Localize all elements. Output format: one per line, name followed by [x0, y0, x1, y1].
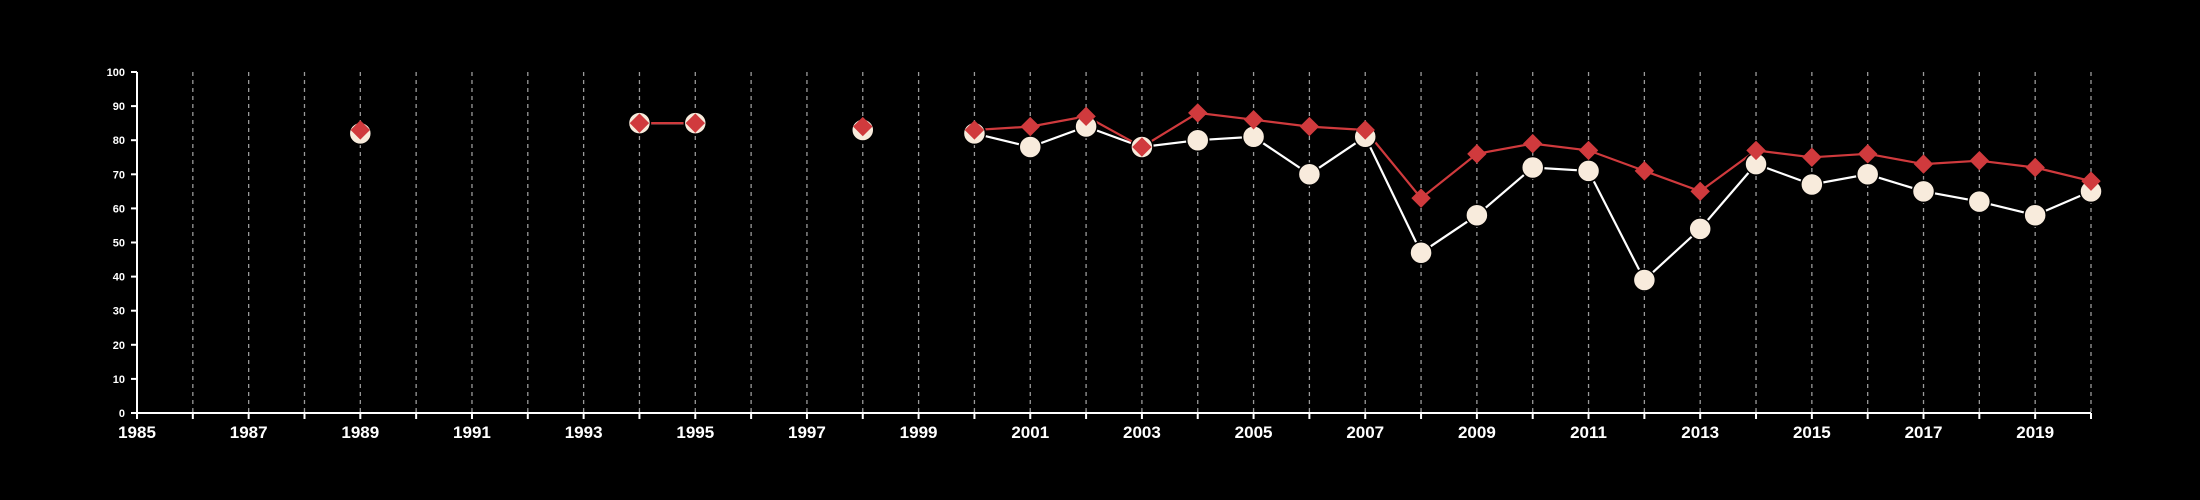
circle-marker	[1632, 268, 1657, 292]
y-tick-label: 60	[113, 203, 125, 215]
series	[348, 103, 2103, 292]
diamond-marker	[1132, 137, 1152, 157]
diamond-marker	[1076, 106, 1096, 127]
circle-marker	[1465, 203, 1489, 227]
circle-marker	[1967, 189, 1992, 214]
diamond-marker	[1913, 154, 1934, 174]
circle-marker	[1018, 135, 1043, 159]
circle-marker	[1855, 162, 1880, 187]
circle-marker	[1576, 159, 1601, 183]
circle-marker	[1688, 217, 1712, 241]
diamond-marker	[1969, 150, 1990, 171]
x-tick-label: 1993	[565, 423, 603, 442]
diamond-marker	[1857, 144, 1878, 164]
x-tick-label: 2015	[1793, 423, 1831, 442]
circle-marker	[1297, 162, 1322, 187]
diamond-marker	[350, 120, 371, 140]
diamond-marker	[1299, 116, 1320, 137]
x-tick-label: 1999	[900, 423, 938, 442]
diamond-marker	[685, 113, 705, 133]
x-tick-label: 2001	[1011, 423, 1049, 442]
x-tick-label: 2007	[1346, 423, 1384, 442]
diamond-marker	[853, 116, 873, 137]
diamond-marker	[1188, 103, 1208, 123]
diamond-marker	[1411, 188, 1431, 208]
y-tick-label: 10	[113, 374, 125, 386]
x-tick-label: 2013	[1681, 423, 1719, 442]
circle-marker	[1185, 128, 1210, 152]
x-tick-label: 1987	[230, 423, 268, 442]
diamond-marker	[1690, 181, 1710, 202]
diamond-marker	[1243, 110, 1264, 130]
x-tick-label: 1991	[453, 423, 491, 442]
x-tick-label: 2009	[1458, 423, 1496, 442]
x-tick-label: 2011	[1570, 423, 1607, 442]
x-tick-label: 1997	[788, 423, 826, 442]
x-tick-label: 1995	[676, 423, 714, 442]
x-tick-label: 2005	[1235, 423, 1273, 442]
circle-marker	[1409, 240, 1433, 265]
diamond-marker	[1523, 133, 1543, 154]
diamond-marker	[1578, 140, 1599, 161]
x-tick-label: 2003	[1123, 423, 1161, 442]
y-tick-label: 40	[113, 272, 125, 284]
diamond-marker	[629, 113, 650, 133]
y-tick-label: 20	[113, 340, 125, 352]
y-tick-label: 50	[113, 238, 125, 250]
diamond-marker	[1746, 140, 1766, 161]
diamond-marker	[1020, 116, 1040, 137]
gridlines	[192, 72, 2092, 413]
x-tick-label: 1985	[118, 423, 156, 442]
diamond-marker	[1355, 120, 1375, 140]
x-tick-label: 1989	[341, 423, 379, 442]
y-tick-label: 30	[113, 306, 125, 318]
diamond-marker	[964, 120, 985, 140]
diamond-marker	[2025, 157, 2045, 178]
x-tick-label: 2019	[2016, 423, 2054, 442]
diamond-marker	[2081, 171, 2101, 191]
circle-marker	[1520, 155, 1545, 180]
axes: 1985 1987 1989 1991 1993 1995 1997 1999 2001 2003…	[107, 67, 2092, 442]
y-tick-label: 90	[113, 101, 125, 113]
x-tick-label: 2017	[1905, 423, 1943, 442]
y-tick-label: 0	[119, 408, 125, 420]
diamond-marker	[1802, 147, 1822, 167]
diamond-marker	[1634, 161, 1655, 181]
circle-marker	[1911, 179, 1936, 204]
circle-marker	[1800, 172, 1824, 197]
diamond-marker	[1467, 144, 1487, 164]
y-tick-label: 80	[113, 135, 125, 147]
y-tick-label: 100	[107, 67, 125, 79]
circle-marker	[2023, 203, 2047, 227]
y-tick-label: 70	[113, 169, 125, 181]
